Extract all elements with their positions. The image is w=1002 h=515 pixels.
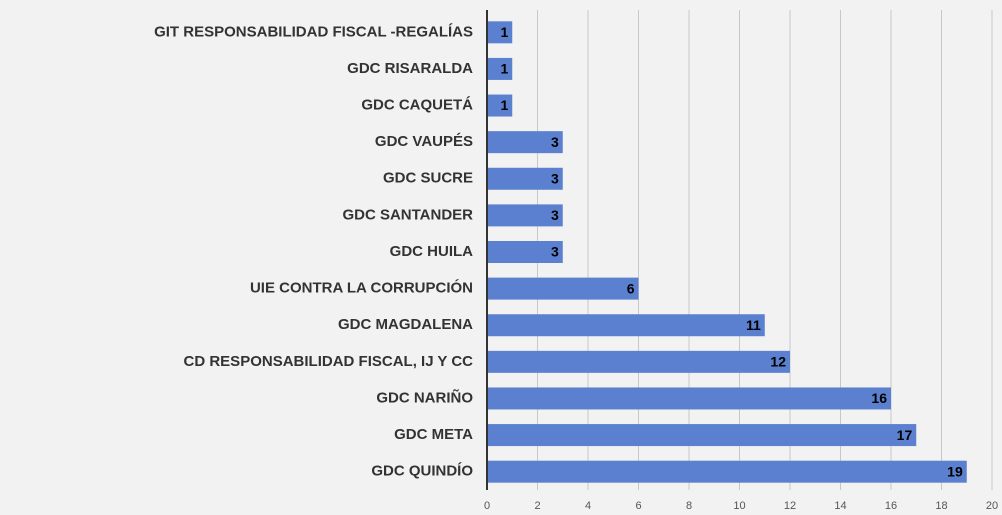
value-label: 1 (500, 61, 508, 77)
bar (487, 204, 563, 227)
y-tick-label: GDC MAGDALENA (338, 316, 473, 333)
bar (487, 387, 891, 410)
bar (487, 167, 563, 190)
x-tick-label: 6 (635, 500, 641, 512)
x-tick-label: 12 (784, 500, 796, 512)
bar (487, 314, 765, 337)
bar (487, 350, 790, 373)
value-label: 3 (551, 134, 559, 150)
x-tick-label: 4 (585, 500, 591, 512)
x-tick-label: 2 (534, 500, 540, 512)
y-tick-label: GDC NARIÑO (376, 388, 473, 406)
bar (487, 94, 513, 117)
value-label: 12 (770, 354, 786, 370)
bar (487, 424, 917, 447)
bar (487, 57, 513, 80)
value-label: 3 (551, 244, 559, 260)
bar (487, 131, 563, 154)
bar (487, 277, 639, 300)
value-label: 6 (627, 280, 635, 296)
y-tick-label: GDC META (394, 426, 473, 443)
value-label: 19 (947, 463, 963, 479)
y-tick-label: GIT RESPONSABILIDAD FISCAL -REGALÍAS (154, 23, 473, 40)
x-tick-label: 10 (733, 500, 745, 512)
y-tick-label: GDC SANTANDER (342, 206, 473, 223)
bar (487, 21, 513, 44)
value-label: 3 (551, 207, 559, 223)
y-tick-label: GDC SUCRE (383, 170, 473, 187)
x-tick-label: 20 (986, 500, 998, 512)
y-tick-label: CD RESPONSABILIDAD FISCAL, IJ Y CC (184, 353, 474, 370)
y-tick-label: GDC RISARALDA (347, 60, 473, 77)
x-tick-label: 16 (885, 500, 897, 512)
bar (487, 241, 563, 263)
value-label: 16 (871, 390, 887, 406)
value-label: 1 (500, 97, 508, 113)
y-tick-label: UIE CONTRA LA CORRUPCIÓN (250, 279, 473, 297)
x-tick-label: 0 (484, 500, 490, 512)
value-label: 11 (746, 317, 761, 333)
value-label: 17 (897, 427, 913, 443)
y-tick-label: GDC CAQUETÁ (361, 97, 473, 114)
bar (487, 460, 967, 483)
y-tick-label: GDC VAUPÉS (375, 133, 473, 150)
x-tick-label: 8 (686, 500, 692, 512)
x-tick-label: 18 (935, 500, 947, 512)
value-label: 3 (551, 170, 559, 186)
y-tick-label: GDC HUILA (390, 243, 473, 260)
x-tick-label: 14 (834, 500, 846, 512)
y-tick-label: GDC QUINDÍO (371, 463, 473, 480)
value-label: 1 (500, 24, 508, 40)
